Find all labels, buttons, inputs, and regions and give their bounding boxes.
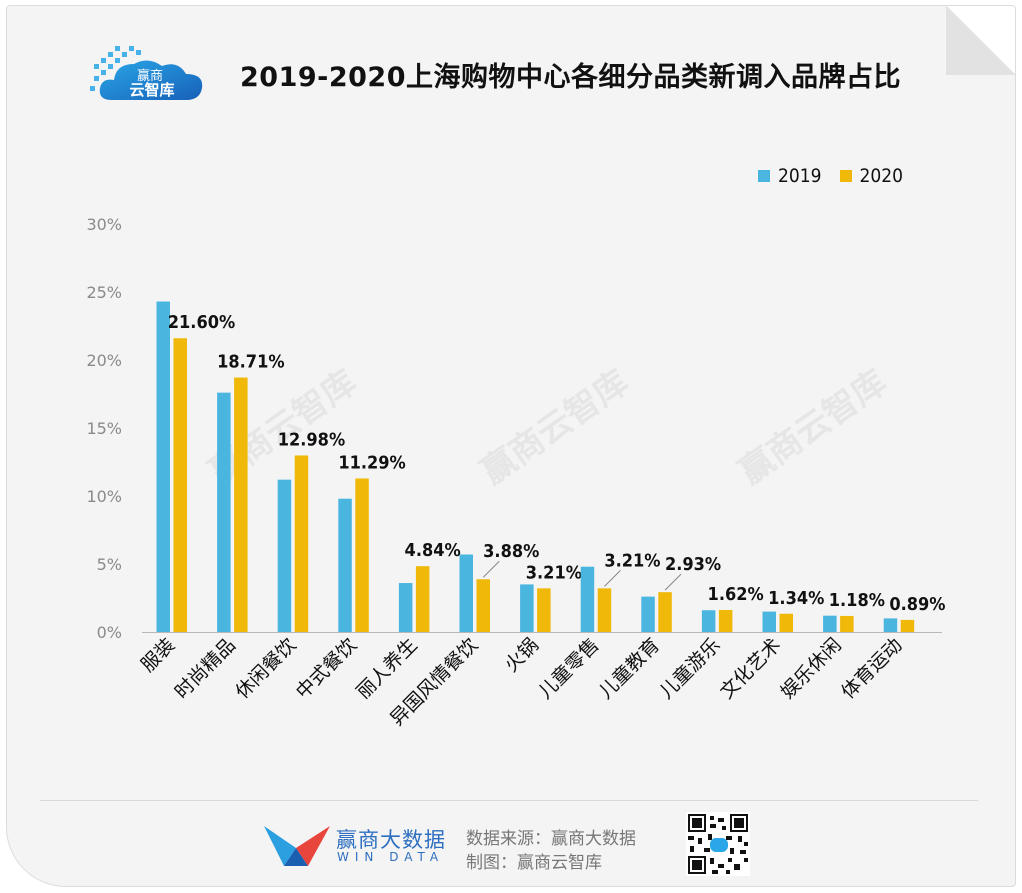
bar-2020 [658,592,672,632]
bar-2019 [762,611,776,632]
legend-item-2019: 2019 [758,165,822,187]
legend-label-2020: 2020 [859,165,904,187]
x-tick-label: 娱乐休闲 [777,634,846,703]
footer-brand-en: WIN DATA [337,850,445,864]
bar-2019 [398,583,413,632]
legend-swatch-2019 [758,170,770,182]
bar-2020 [537,588,551,632]
y-tick-label: 25% [86,283,122,302]
bar-2019 [701,610,716,632]
bar-2019 [277,479,292,632]
x-tick-label: 儿童零售 [534,634,603,703]
legend: 2019 2020 [758,162,903,190]
bar-2020 [597,588,612,632]
bar-2020 [415,566,430,632]
bar-2020 [234,377,248,632]
bar-2020 [476,579,490,632]
data-label-leader-line [604,569,621,587]
bar-2019 [520,584,534,632]
bar-2019 [641,596,655,632]
data-label: 21.60% [168,312,235,333]
data-label-leader-line [482,560,500,578]
footer-divider [40,800,978,801]
data-label: 1.62% [708,584,764,605]
y-tick-label: 15% [86,419,122,438]
bar-2020 [718,609,733,632]
data-source-text: 数据来源：赢商大数据 [466,829,636,849]
legend-item-2020: 2020 [839,165,904,187]
yingshang-cloud-logo-icon: 赢商 云智库 [90,46,203,100]
x-tick-label: 休闲餐饮 [231,634,300,703]
chart-maker-text: 制图：赢商云智库 [466,853,602,873]
bar-2020 [355,478,369,632]
data-label: 2.93% [665,554,721,575]
bar-2019 [156,301,170,632]
legend-swatch-2020 [839,170,852,182]
bar-2019 [459,554,473,632]
data-label: 18.71% [217,352,284,373]
page-corner-fold [946,6,1015,75]
windata-logo-icon [264,826,330,866]
x-tick-label: 儿童教育 [595,634,664,703]
x-tick-label: 中式餐饮 [292,634,361,703]
bar-2019 [883,618,898,632]
chart-title: 2019-2020上海购物中心各细分品类新调入品牌占比 [240,62,901,93]
legend-label-2019: 2019 [778,165,822,187]
data-label: 3.21% [526,562,582,583]
qr-code-icon [686,812,750,876]
bar-2020 [900,619,915,632]
bar-2020 [840,615,854,632]
bar-2019 [823,615,837,632]
data-label: 0.89% [889,594,945,615]
x-tick-label: 时尚精品 [171,634,240,703]
y-tick-label: 0% [97,623,122,642]
x-tick-label: 儿童游乐 [655,634,724,703]
data-label: 3.88% [483,541,539,562]
bar-2019 [217,392,231,632]
data-label: 12.98% [278,429,345,450]
footer-brand-cn: 赢商大数据 [336,828,446,852]
x-tick-label: 文化艺术 [716,634,785,703]
bar-2020 [173,338,187,632]
bar-chart: 0% 5% 10% 15% 20% 25% 30% 21.60% 服装 18.71% 时尚精品 12.… [86,215,945,730]
x-tick-label: 火锅 [500,634,542,676]
data-label: 3.21% [604,550,660,571]
bar-2019 [580,566,595,632]
bar-2020 [294,455,309,632]
data-label: 1.18% [829,590,885,611]
data-label: 1.34% [768,588,824,609]
y-tick-label: 20% [86,351,122,370]
data-label-leader-line [664,573,682,591]
data-label: 11.29% [338,452,405,473]
y-tick-label: 10% [86,487,122,506]
logo-text-bottom: 云智库 [129,81,174,99]
y-tick-label: 5% [97,555,122,574]
y-tick-label: 30% [86,215,122,234]
x-tick-label: 服装 [137,634,179,676]
bar-2020 [779,613,793,632]
x-tick-label: 体育运动 [837,634,906,703]
bar-2019 [338,498,352,632]
data-label: 4.84% [405,540,461,561]
logo-text-top: 赢商 [137,68,163,84]
